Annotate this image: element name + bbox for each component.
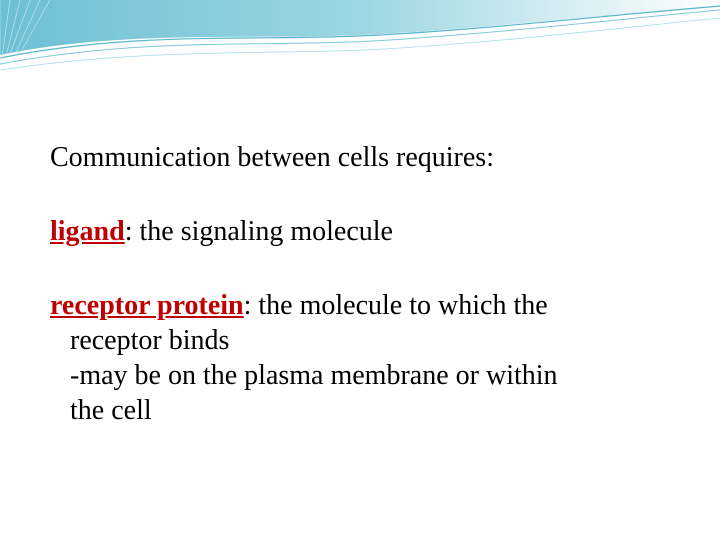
term-ligand: ligand xyxy=(50,216,125,247)
slide-content: Communication between cells requires: li… xyxy=(50,140,670,468)
term-block-ligand: ligand: the signaling molecule xyxy=(50,216,670,248)
term-block-receptor: receptor protein: the molecule to which … xyxy=(50,288,670,428)
def-ligand: : the signaling molecule xyxy=(125,216,393,247)
wave-decoration xyxy=(0,0,720,100)
def-receptor-line2: receptor binds xyxy=(70,323,670,358)
def-receptor-line3: -may be on the plasma membrane or within xyxy=(70,358,670,393)
intro-text: Communication between cells requires: xyxy=(50,140,670,176)
def-receptor-line1: : the molecule to which the xyxy=(244,290,548,321)
def-receptor-line4: the cell xyxy=(70,393,670,428)
term-receptor: receptor protein xyxy=(50,290,244,321)
